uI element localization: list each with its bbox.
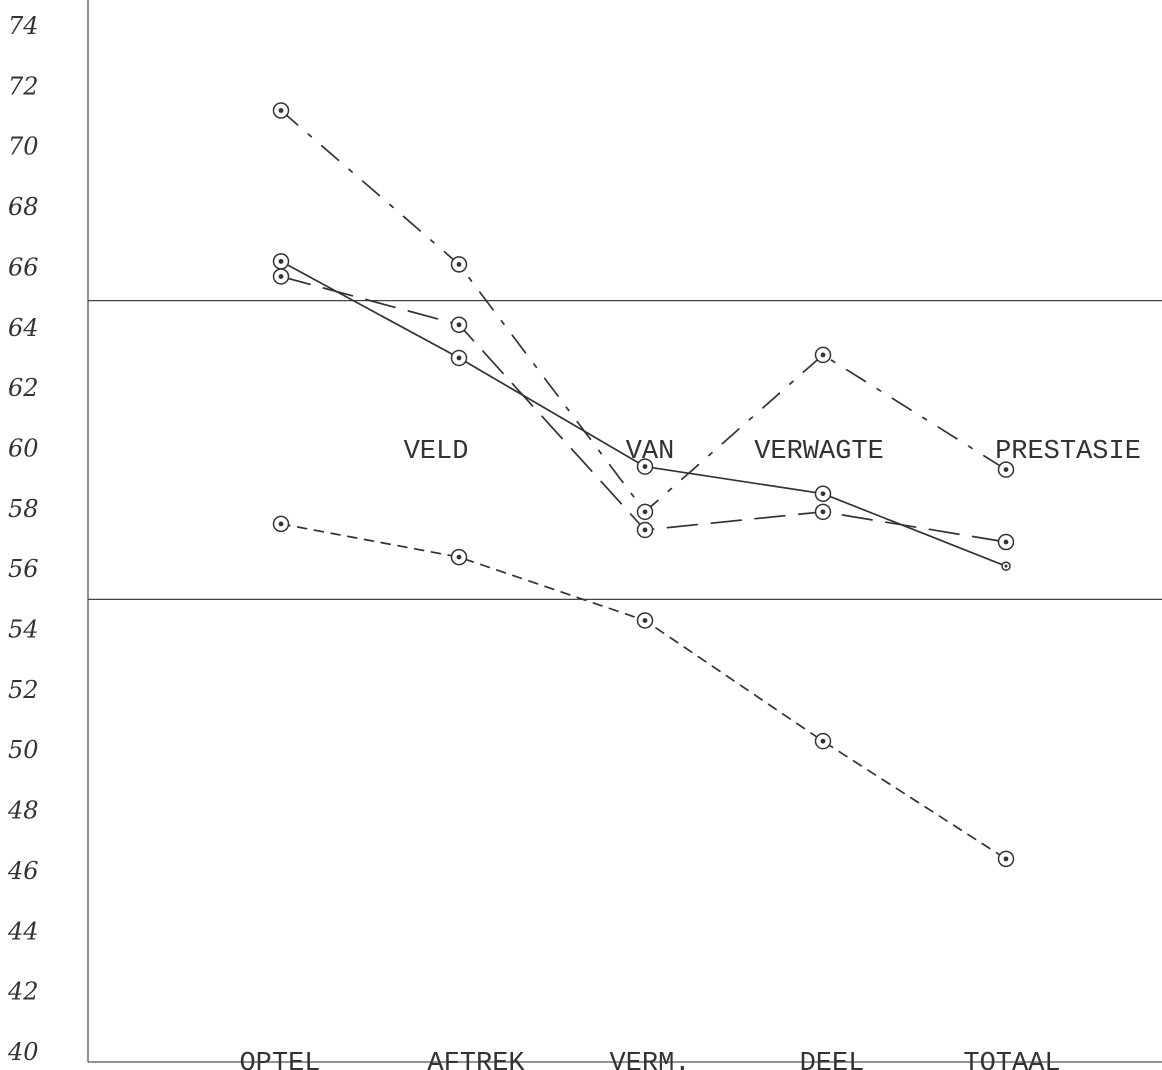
x-tick-label: AFTREK	[427, 1049, 525, 1070]
y-tick-label: 64	[8, 314, 39, 342]
y-tick-labels: 74 72 70 68 66 64 62 60 58 56 54 52 50 48 46 44 42 40	[7, 12, 39, 1066]
y-tick-label: 66	[8, 253, 39, 281]
data-marker-dot	[456, 355, 462, 361]
y-tick-label: 62	[8, 374, 39, 402]
data-marker-dot	[1003, 856, 1009, 862]
data-marker-dot	[642, 464, 648, 469]
data-point	[450, 349, 468, 367]
data-marker-dot	[278, 258, 284, 264]
y-tick-label: 74	[8, 12, 39, 40]
data-point	[272, 268, 290, 285]
y-tick-label: 52	[8, 676, 39, 704]
y-tick-label: 58	[8, 495, 39, 523]
data-markers	[272, 102, 1015, 868]
x-tick-label: OPTEL	[239, 1049, 320, 1070]
y-tick-label: 46	[7, 857, 39, 885]
series-line-long-dash	[280, 275, 1007, 543]
data-marker-dot	[1003, 539, 1009, 545]
data-point	[814, 732, 832, 750]
x-tick-labels: OPTEL AFTREK VERM. DEEL TOTAAL	[239, 1049, 1060, 1070]
data-marker-dot	[278, 274, 284, 279]
series-line-solid	[280, 260, 1007, 568]
y-tick-label: 60	[8, 434, 39, 462]
data-marker-dot	[1004, 564, 1008, 568]
data-marker-dot	[1003, 467, 1009, 472]
data-point	[1001, 561, 1011, 571]
reference-lines	[88, 300, 1162, 600]
y-tick-label: 40	[7, 1038, 39, 1066]
y-tick-label: 54	[8, 616, 39, 644]
data-marker-dot	[278, 521, 284, 527]
data-point	[636, 503, 654, 521]
data-marker-dot	[456, 554, 462, 560]
data-point	[450, 256, 468, 273]
data-point	[814, 485, 832, 502]
y-tick-label: 56	[8, 555, 39, 583]
y-tick-label: 48	[7, 797, 39, 825]
data-point	[997, 850, 1015, 868]
series-line-short-dash	[280, 523, 1007, 860]
data-marker-dot	[820, 491, 826, 497]
data-point	[272, 102, 290, 119]
annotation-word: VAN	[626, 437, 675, 467]
y-tick-label: 44	[7, 917, 39, 945]
data-point	[636, 521, 654, 539]
data-marker-dot	[642, 618, 648, 623]
y-tick-label: 68	[8, 193, 39, 221]
data-point	[272, 515, 290, 533]
data-point	[636, 612, 654, 629]
data-marker-dot	[820, 509, 826, 515]
annotation-word: VELD	[404, 437, 469, 467]
annotation-word: VERWAGTE	[754, 437, 884, 467]
y-tick-label: 72	[8, 72, 39, 100]
data-point	[450, 316, 468, 333]
data-marker-dot	[456, 322, 462, 328]
data-marker-dot	[820, 738, 826, 744]
annotation-word: PRESTASIE	[995, 437, 1141, 467]
data-marker-dot	[278, 108, 284, 113]
annotation: VELD VAN VERWAGTE PRESTASIE	[404, 437, 1141, 467]
x-tick-label: VERM.	[609, 1049, 690, 1070]
data-marker-dot	[820, 352, 826, 358]
data-point	[997, 533, 1015, 551]
data-marker-dot	[642, 509, 648, 515]
data-point	[814, 346, 832, 364]
data-point	[997, 461, 1015, 478]
data-point	[814, 503, 832, 521]
x-tick-label: TOTAAL	[963, 1049, 1060, 1070]
y-tick-label: 50	[8, 736, 39, 764]
y-tick-label: 70	[8, 133, 39, 161]
x-tick-label: DEEL	[800, 1049, 865, 1070]
data-point	[272, 253, 290, 270]
y-tick-label: 42	[7, 978, 39, 1006]
series-lines	[280, 109, 1007, 860]
data-marker-dot	[456, 261, 462, 267]
data-point	[636, 458, 654, 475]
data-marker-dot	[642, 527, 648, 533]
data-point	[450, 548, 468, 566]
